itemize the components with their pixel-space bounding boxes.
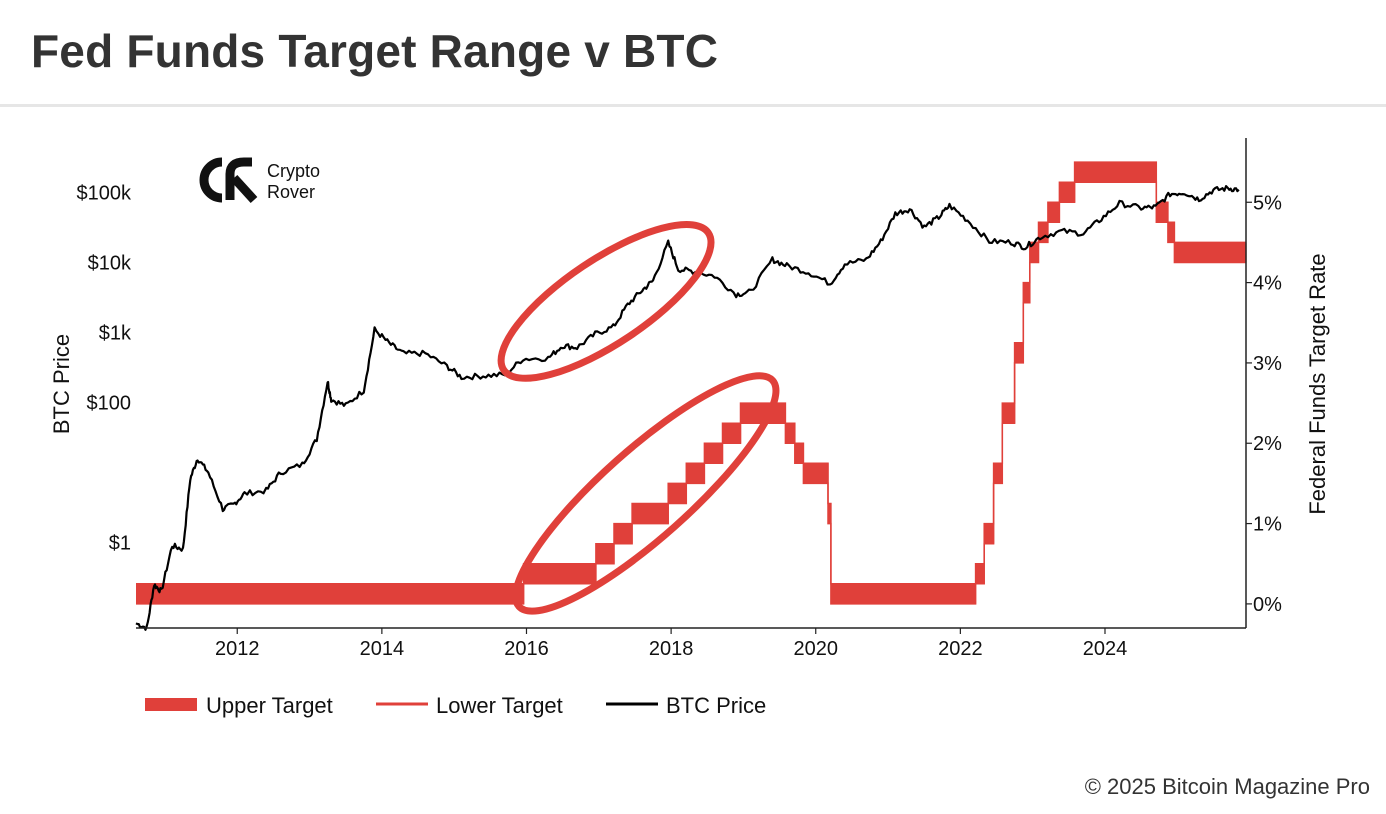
annotations: [497, 221, 780, 615]
fed-band-segment: [830, 583, 977, 604]
logo-text-line2: Rover: [267, 182, 315, 202]
x-tick-label: 2022: [938, 638, 983, 660]
legend-label-lower-target: Lower Target: [436, 693, 563, 718]
fed-band-segment: [1038, 222, 1049, 243]
page-title: Fed Funds Target Range v BTC: [31, 25, 719, 77]
left-tick-label: $100: [87, 392, 132, 414]
crypto-rover-logo: Crypto Rover: [199, 157, 320, 204]
fed-band-segment: [595, 543, 615, 564]
left-axis-title: BTC Price: [49, 334, 74, 434]
highlight-ellipse-2: [512, 372, 780, 615]
cr-monogram-icon: [199, 157, 258, 204]
x-tick-label: 2024: [1083, 638, 1128, 660]
footer-copyright: © 2025 Bitcoin Magazine Pro: [1084, 774, 1370, 799]
axes: 2012 2014 2016 2018 2020 2022 2024 $1 $100 $1k $10…: [77, 138, 1282, 660]
right-tick-label: 0%: [1253, 594, 1282, 616]
btc-price-layer: [135, 185, 1240, 631]
right-axis-title: Federal Funds Target Rate: [1305, 253, 1330, 514]
title-divider: [0, 104, 1386, 107]
fed-band-segment: [984, 523, 995, 544]
right-tick-label: 2%: [1253, 433, 1282, 455]
fed-band-segment: [704, 443, 724, 464]
right-tick-label: 1%: [1253, 514, 1282, 536]
upper-target-line: [136, 161, 1246, 585]
fed-band-segment: [828, 503, 832, 524]
x-tick-label: 2016: [504, 638, 549, 660]
right-tick-label: 5%: [1253, 192, 1282, 214]
fed-band-segment: [785, 423, 796, 444]
fed-band-segment: [668, 483, 687, 504]
fed-band-segment: [803, 463, 829, 484]
legend-swatch-upper-target: [145, 698, 197, 711]
fed-band-segment: [1047, 202, 1061, 223]
left-tick-label: $1: [109, 532, 131, 554]
right-tick-label: 4%: [1253, 273, 1282, 295]
fed-band-segment: [722, 423, 742, 444]
fed-rate-layer: [136, 161, 1247, 605]
fed-band-segment: [686, 463, 705, 484]
lower-target-line: [136, 181, 1246, 605]
fed-band-segment: [632, 503, 669, 524]
fed-band-segment: [1014, 342, 1024, 363]
fed-band-segment: [1023, 282, 1031, 303]
fed-band-segment: [136, 583, 525, 604]
fed-band-segment: [1002, 403, 1016, 424]
x-tick-label: 2018: [649, 638, 694, 660]
x-tick-label: 2014: [360, 638, 405, 660]
right-tick-label: 3%: [1253, 353, 1282, 375]
legend-label-btc-price: BTC Price: [666, 693, 766, 718]
fed-band-segment: [1059, 182, 1076, 203]
legend-label-upper-target: Upper Target: [206, 693, 333, 718]
btc-price-line: [135, 185, 1240, 631]
fed-band-segment: [1029, 242, 1040, 263]
legend: Upper Target Lower Target BTC Price: [145, 693, 766, 718]
left-tick-label: $10k: [88, 252, 132, 274]
chart: 2012 2014 2016 2018 2020 2022 2024 $1 $100 $1k $10…: [49, 138, 1330, 718]
x-tick-label: 2020: [793, 638, 838, 660]
fed-band-segment: [523, 563, 597, 584]
fed-band-segment: [613, 523, 633, 544]
fed-band-segment: [1074, 162, 1157, 183]
fed-band-segment: [993, 463, 1003, 484]
fed-band-segment: [975, 563, 985, 584]
x-tick-label: 2012: [215, 638, 260, 660]
fed-band-segment: [1174, 242, 1247, 263]
fed-band-segment: [794, 443, 805, 464]
highlight-ellipse-1: [497, 221, 715, 382]
left-tick-label: $100k: [77, 182, 132, 204]
logo-text-line1: Crypto: [267, 161, 320, 181]
fed-band-segment: [1167, 222, 1176, 243]
fed-band-segment: [1156, 202, 1169, 223]
left-tick-label: $1k: [99, 322, 132, 344]
